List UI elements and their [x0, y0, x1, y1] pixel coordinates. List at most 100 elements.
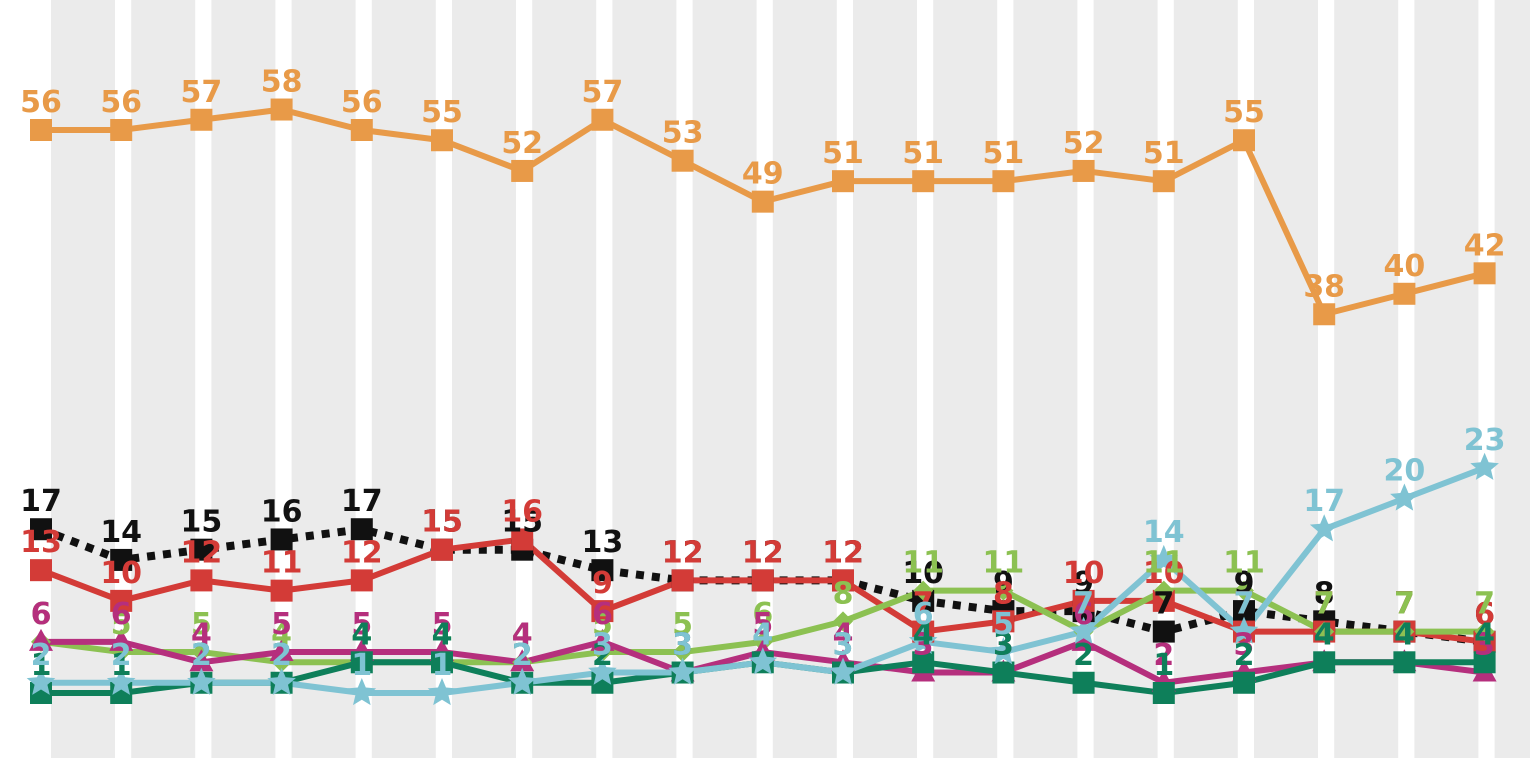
data-label-s4-p2: 4	[191, 617, 212, 652]
marker-s6-p1	[106, 667, 136, 695]
data-label-s0-p10: 51	[822, 136, 864, 171]
marker-s4-p7	[590, 628, 615, 651]
data-label-s2-p7: 9	[592, 566, 613, 601]
data-label-s5-p2: 2	[191, 638, 212, 673]
marker-s3-p16	[1314, 621, 1335, 642]
data-label-s1-p10: 12	[822, 535, 864, 570]
data-label-s4-p8: 3	[672, 628, 693, 663]
data-label-s5-p6: 2	[512, 638, 533, 673]
data-label-s4-p3: 5	[271, 607, 292, 642]
marker-s4-p13	[1071, 628, 1096, 651]
marker-s0-p18	[1473, 262, 1496, 285]
data-label-s6-p9: 4	[752, 617, 773, 652]
data-label-s5-p16: 4	[1314, 617, 1335, 652]
data-label-s3-p18: 7	[1474, 587, 1495, 622]
data-label-s3-p0: 6	[31, 597, 52, 632]
data-label-s5-p12: 3	[993, 628, 1014, 663]
marker-s4-p1	[109, 628, 134, 651]
marker-s6-p9	[748, 647, 778, 675]
data-label-s3-p10: 8	[833, 576, 854, 611]
marker-s4-p0	[29, 628, 53, 651]
data-label-s2-p16: 7	[1314, 587, 1335, 622]
data-label-s4-p15: 3	[1234, 628, 1255, 663]
marker-s0-p10	[832, 170, 854, 193]
marker-s5-p13	[1072, 671, 1095, 694]
marker-s6-p7	[588, 657, 617, 685]
marker-s1-p1	[110, 548, 133, 571]
data-label-s5-p0: 1	[31, 648, 52, 683]
marker-s0-p17	[1393, 282, 1416, 305]
marker-s0-p9	[751, 190, 774, 213]
data-label-s5-p1: 1	[111, 648, 132, 683]
data-label-s6-p10: 3	[833, 628, 854, 663]
data-label-s5-p18: 4	[1474, 617, 1495, 652]
marker-s0-p1	[110, 119, 133, 141]
data-label-s3-p3: 4	[271, 617, 292, 652]
data-label-s0-p12: 51	[983, 136, 1025, 171]
data-label-s6-p17: 20	[1384, 454, 1426, 489]
data-label-s2-p0: 13	[20, 525, 62, 560]
marker-s6-p3	[267, 667, 296, 695]
data-label-s3-p1: 5	[111, 607, 132, 642]
data-label-s4-p14: 2	[1153, 638, 1174, 673]
marker-s6-p2	[187, 667, 216, 695]
data-label-s5-p14: 1	[1153, 648, 1174, 683]
marker-s1-p3	[270, 528, 293, 551]
data-label-s1-p11: 10	[902, 556, 944, 591]
data-label-s5-p7: 2	[592, 638, 613, 673]
marker-s1-p2	[190, 538, 213, 561]
data-label-s5-p4: 4	[351, 617, 372, 652]
marker-s6-p8	[668, 657, 697, 685]
marker-s3-p8	[672, 642, 693, 663]
marker-s0-p2	[190, 108, 213, 131]
marker-s1-p15	[1233, 600, 1255, 623]
data-label-s6-p8: 3	[672, 628, 693, 663]
marker-s2-p1	[110, 589, 133, 612]
data-label-s1-p7: 13	[582, 525, 624, 560]
marker-s2-p8	[671, 569, 694, 592]
marker-s6-p4	[347, 678, 377, 706]
data-label-s6-p13: 7	[1073, 587, 1094, 622]
marker-s0-p5	[431, 129, 453, 152]
marker-s0-p14	[1152, 170, 1175, 193]
data-label-s2-p11: 7	[913, 587, 934, 622]
data-label-s5-p8: 3	[672, 628, 693, 663]
marker-s0-p7	[591, 108, 614, 131]
marker-s6-p11	[908, 626, 938, 654]
data-label-s3-p17: 7	[1394, 587, 1415, 622]
marker-s2-p12	[992, 610, 1015, 633]
data-label-s0-p1: 56	[100, 85, 142, 120]
marker-s0-p4	[350, 119, 373, 141]
marker-s2-p4	[350, 569, 373, 592]
data-label-s6-p0: 2	[31, 638, 52, 673]
marker-s5-p18	[1473, 651, 1496, 674]
data-label-s3-p16: 7	[1314, 587, 1335, 622]
data-label-s2-p3: 11	[261, 546, 303, 581]
data-label-s4-p10: 4	[833, 617, 854, 652]
data-label-s6-p3: 2	[271, 638, 292, 673]
data-label-s4-p6: 4	[512, 617, 533, 652]
data-label-s6-p12: 5	[993, 607, 1014, 642]
data-label-s6-p4: 1	[351, 648, 372, 683]
data-label-s1-p5: 15	[421, 505, 463, 540]
marker-s4-p3	[269, 639, 294, 662]
data-label-s6-p6: 2	[512, 638, 533, 673]
data-label-s1-p2: 15	[181, 505, 223, 540]
marker-s6-p12	[989, 637, 1018, 665]
marker-s3-p12	[993, 580, 1014, 601]
marker-s1-p7	[591, 559, 614, 582]
marker-s1-p14	[1152, 620, 1175, 643]
grid-band	[1414, 0, 1479, 758]
data-label-s1-p18: 6	[1474, 597, 1495, 632]
data-label-s3-p4: 4	[351, 617, 372, 652]
data-label-s1-p15: 9	[1234, 566, 1255, 601]
data-label-s0-p4: 56	[341, 85, 383, 120]
data-label-s3-p13: 7	[1073, 587, 1094, 622]
grid-band	[371, 0, 436, 758]
series-markers	[26, 98, 1499, 706]
marker-s2-p5	[431, 538, 453, 561]
data-label-s4-p12: 3	[993, 628, 1014, 663]
data-label-s5-p10: 3	[833, 628, 854, 663]
data-label-s5-p17: 4	[1394, 617, 1415, 652]
